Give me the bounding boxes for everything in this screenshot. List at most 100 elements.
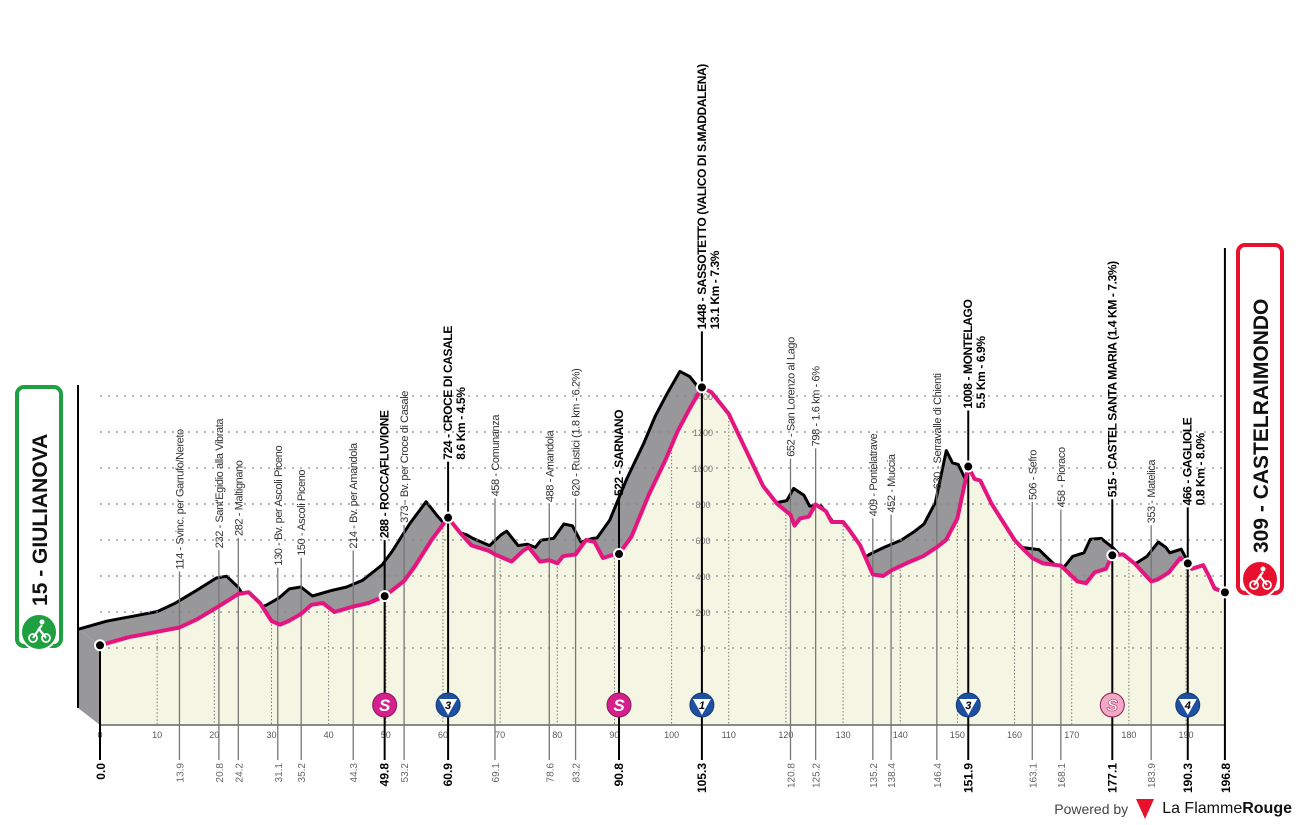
kom-category-icon: 4	[1175, 692, 1201, 718]
sprint-label: S	[379, 696, 391, 715]
waypoint-km-label: 31.1	[274, 763, 285, 783]
climb-stats-label: 13.1 Km - 7.3%	[708, 250, 722, 329]
km-tick-label: 100	[664, 730, 679, 740]
km-tick-label: 90	[609, 730, 619, 740]
waypoint-label: 620 - Rustici (1.8 km - 6.2%)	[571, 369, 583, 497]
sprint-icon: S	[606, 692, 632, 718]
km-tick-label: 120	[778, 730, 793, 740]
waypoint-label: 506 - Sefro	[1027, 450, 1039, 500]
waypoint-label: 630 - Serravalle di Chienti	[932, 373, 944, 489]
km-tick-label: 180	[1121, 730, 1136, 740]
kom-triangle	[959, 699, 978, 715]
finish-km-label: 196.8	[1219, 763, 1233, 793]
powered-by-label: Powered by	[1054, 801, 1129, 817]
km-tick-label: 20	[209, 730, 219, 740]
waypoint-km-label: 90.8	[612, 763, 626, 787]
km-tick-label: 150	[950, 730, 965, 740]
kom-triangle	[1178, 699, 1197, 715]
waypoint-km-label: 20.8	[215, 763, 226, 783]
waypoint-label: 114 - Svinc. per Garrufo/Nereto	[174, 429, 186, 570]
cyclist-wheel	[41, 633, 51, 643]
waypoint-km-label: 24.2	[234, 763, 245, 783]
waypoint-label: 214 - Bv. per Amandola	[348, 442, 360, 549]
waypoint-label: 150 - Ascoli Piceno	[296, 470, 308, 556]
km-tick-label: 190	[1179, 730, 1194, 740]
waypoint-dot	[962, 460, 975, 473]
waypoint-label: 798 - 1.6 km - 6%	[811, 366, 823, 447]
altitude-tick-label: 1000	[693, 464, 713, 474]
waypoint-dot	[695, 381, 708, 394]
km-tick-label: 80	[552, 730, 562, 740]
sprint-badge	[606, 692, 632, 718]
sprint-icon: S	[1099, 692, 1125, 718]
waypoint-label: 1008 - MONTELAGO	[961, 300, 975, 409]
altitude-tick-label: 600	[695, 536, 710, 546]
waypoint-label: 1448 - SASSOTETTO (VALICO DI S.MADDALENA…	[695, 64, 709, 330]
cyclist-body	[32, 624, 47, 639]
cyclist-head	[39, 619, 45, 625]
waypoint-km-label: 190.3	[1181, 763, 1195, 793]
km-tick-label: 130	[836, 730, 851, 740]
altitude-tick-label: 1200	[693, 428, 713, 438]
waypoint-label: 458 - Pioraco	[1056, 447, 1068, 508]
kom-category-icon: 3	[435, 692, 461, 718]
waypoint-km-label: 177.1	[1105, 763, 1119, 793]
waypoint-km-label: 60.9	[441, 763, 455, 787]
brand-part-b: Rouge	[1242, 800, 1292, 817]
kom-category-label: 4	[1184, 700, 1191, 712]
waypoint-km-label: 135.2	[869, 763, 880, 788]
waypoint-label: 130 - Bv. per Ascoli Piceno	[273, 446, 285, 566]
km-tick-label: 30	[266, 730, 276, 740]
powered-by-footer: Powered by La FlammeRouge	[1054, 799, 1292, 819]
finish-banner: 309 - CASTELRAIMONDO	[1236, 243, 1284, 598]
kom-category-icon: 1	[689, 692, 715, 718]
cyclist-icon	[1241, 560, 1279, 598]
altitude-tick-label: 1400	[693, 392, 713, 402]
finish-banner-label: 309 - CASTELRAIMONDO	[1250, 299, 1273, 553]
waypoint-km-label: 163.1	[1028, 763, 1039, 788]
waypoint-km-label: 183.9	[1147, 763, 1158, 788]
profile-ground	[100, 387, 1225, 725]
start-banner-label: 15 - GIULIANOVA	[29, 434, 52, 606]
waypoint-label: 353 - Matelica	[1146, 459, 1158, 524]
waypoint-label: 515 - CASTEL SANTA MARIA (1.4 KM - 7.3%)	[1105, 261, 1119, 497]
kom-triangle	[692, 699, 711, 715]
sprint-badge	[1099, 692, 1125, 718]
waypoint-dot	[378, 590, 391, 603]
climb-stats-label: 5.5 Km - 6.9%	[974, 336, 988, 409]
km-tick-label: 160	[1007, 730, 1022, 740]
waypoint-label: 409 - Pontelatrave	[868, 433, 880, 516]
waypoint-km-label: 168.1	[1057, 763, 1068, 788]
km-tick-label: 50	[381, 730, 391, 740]
waypoint-dot	[1218, 586, 1231, 599]
start-km-label: 0.0	[94, 763, 108, 780]
waypoint-dot	[1181, 557, 1194, 570]
waypoint-label: 452 - Muccia	[886, 453, 898, 512]
altitude-tick-label: 200	[695, 608, 710, 618]
waypoint-label: 288 - ROCCAFLUVIONE	[378, 410, 392, 538]
waypoint-km-label: 146.4	[933, 763, 944, 788]
km-tick-label: 170	[1064, 730, 1079, 740]
km-tick-label: 110	[722, 730, 736, 740]
sprint-icon: S	[372, 692, 398, 718]
km-tick-label: 140	[893, 730, 908, 740]
sprint-badge	[372, 692, 398, 718]
km-tick-label: 60	[438, 730, 448, 740]
waypoint-km-label: 13.9	[175, 763, 186, 783]
waypoint-km-label: 35.2	[297, 763, 308, 783]
waypoint-label: 652 - San Lorenzo al Lago	[785, 337, 797, 457]
profile-left-side	[78, 629, 100, 725]
waypoint-km-label: 125.2	[812, 763, 823, 788]
km-tick-label: 10	[152, 730, 162, 740]
kom-category-label: 1	[699, 700, 705, 712]
altitude-tick-label: 400	[695, 572, 710, 582]
brand-part-a: La Flamme	[1162, 800, 1243, 817]
waypoint-label: 458 - Comunanza	[490, 414, 502, 497]
kom-category-icon: 3	[955, 692, 981, 718]
brand-name: La FlammeRouge	[1162, 800, 1292, 818]
cyclist-icon	[20, 613, 58, 651]
sprint-label: S	[613, 696, 625, 715]
waypoint-km-label: 53.2	[400, 763, 411, 783]
kom-category-label: 3	[445, 700, 451, 712]
